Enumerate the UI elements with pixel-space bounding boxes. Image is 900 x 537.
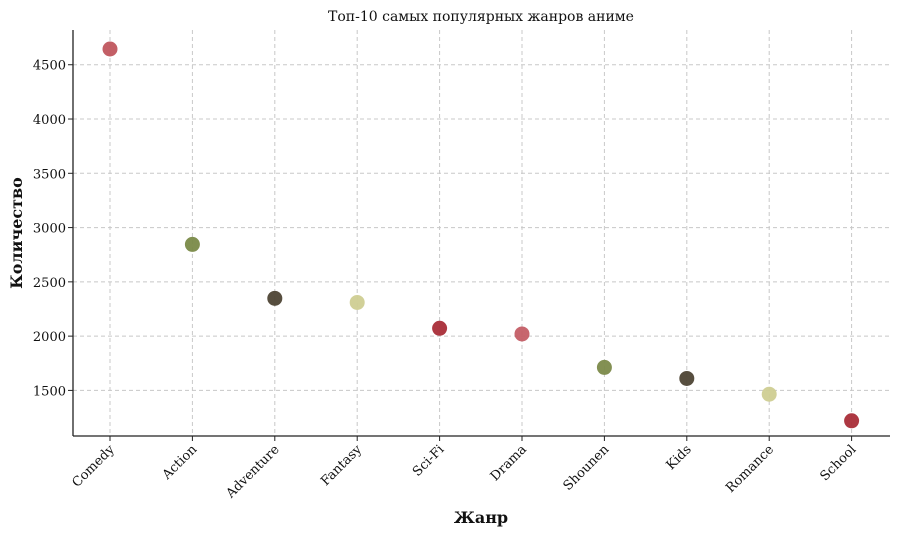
data-points [102,41,860,429]
x-tick-label: Fantasy [318,442,365,489]
x-tick-label: Kids [664,442,695,473]
data-point [596,359,612,375]
chart-title: Топ-10 самых популярных жанров аниме [328,9,634,25]
y-tick-label: 2500 [33,276,66,291]
data-point [267,290,283,306]
x-tick-label: Adventure [223,442,283,502]
x-tick-label: Comedy [69,442,118,491]
data-point [514,326,530,342]
x-tick-label: Romance [723,442,777,496]
x-ticks: Comedy Action Adventure Fantasy Sci-Fi Drama S… [69,436,859,502]
y-ticks: 1500 2000 2500 3000 3500 4000 4500 [33,59,73,399]
x-axis-label: Жанр [454,508,508,527]
x-tick-label: Drama [488,442,530,484]
y-tick-label: 3500 [33,167,66,182]
data-point [184,236,200,252]
y-axis-label: Количество [7,177,26,289]
grid-layer [73,30,890,436]
data-point [102,41,118,57]
y-tick-label: 4000 [33,113,66,128]
y-tick-label: 3000 [33,222,66,237]
data-point [761,386,777,402]
x-tick-label: Shounen [561,442,613,494]
x-tick-label: School [817,442,859,484]
data-point [349,294,365,310]
y-tick-label: 2000 [33,330,66,345]
x-tick-label: Sci-Fi [410,442,447,479]
x-tick-label: Action [159,442,201,484]
data-point [679,370,695,386]
data-point [844,413,860,429]
y-tick-label: 1500 [33,384,66,399]
data-point [432,320,448,336]
y-tick-label: 4500 [33,59,66,74]
